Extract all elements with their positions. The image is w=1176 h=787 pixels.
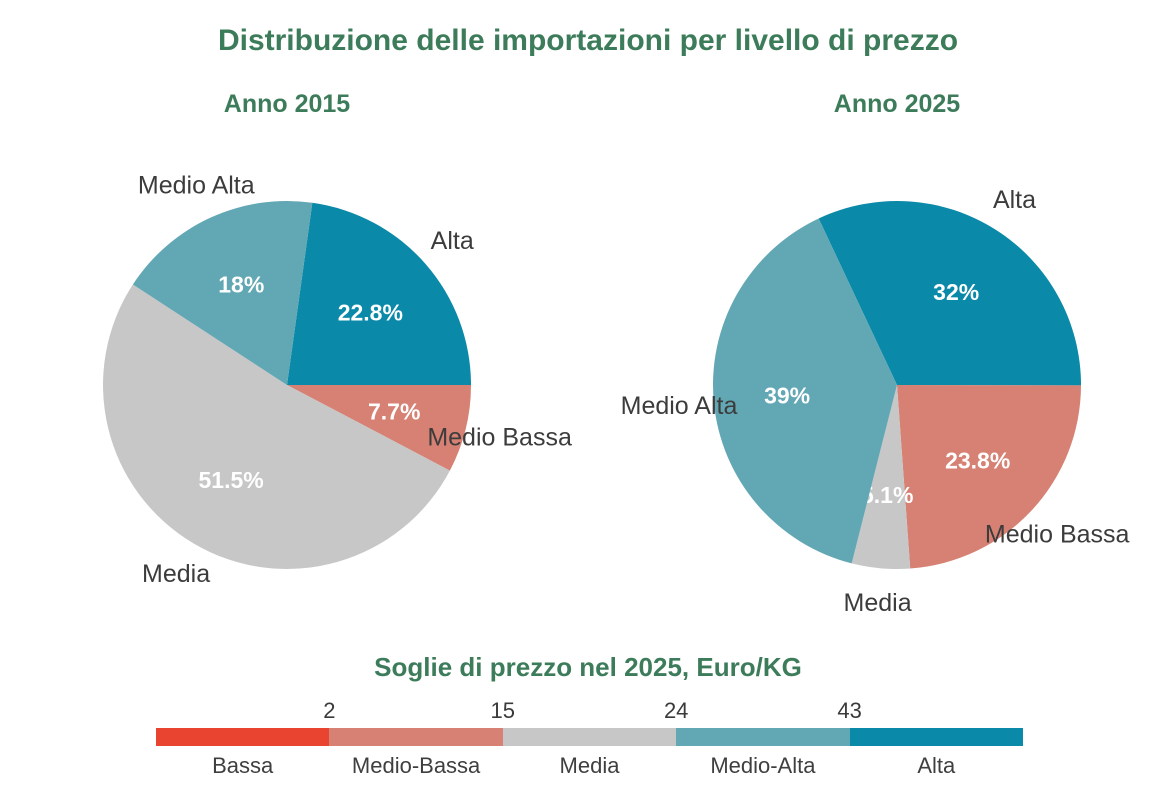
pie-label-medio-bassa: Medio Bassa [985,520,1130,548]
pie-slice-media [851,385,911,569]
page-title: Distribuzione delle importazioni per liv… [217,24,959,57]
pie-pct-alta: 32% [933,279,979,305]
price-scale-labels: Bassa Medio-Bassa Media Medio-Alta Alta [156,753,1023,779]
pie-label-alta: Alta [993,186,1036,214]
pie-pct-medio-alta: 39% [764,383,810,409]
scale-segment-alta [849,728,1024,746]
price-scale-title: Soglie di prezzo nel 2025, Euro/KG [374,652,802,682]
pie-slice-alta [818,200,1082,386]
pie-label-media: Media [142,560,210,588]
scale-label-medio-alta: Medio-Alta [710,753,816,778]
scale-segment-bassa [156,728,330,746]
scale-label-media: Media [559,753,620,778]
price-scale-thresholds: 2 15 24 43 [156,698,1023,723]
threshold-value-3: 24 [663,698,689,723]
pie-slice-medio-bassa [897,385,1081,569]
pie-label-medio-bassa: Medio Bassa [427,424,572,452]
scale-segment-medio-bassa [329,728,503,746]
pie-slice-media [103,284,450,569]
pie-pct-medio-bassa: 23.8% [945,447,1010,473]
scale-label-alta: Alta [917,753,956,778]
scale-segment-medio-alta [676,728,850,746]
pie-slice-alta [287,202,471,385]
pie-2025-title: Anno 2025 [833,90,961,118]
pie-2015: 22.8% Alta 7.7% Medio Bassa 51.5% Media 18% Med… [103,172,572,588]
scale-segment-media [502,728,677,746]
pie-label-alta: Alta [431,227,474,255]
pie-pct-media: 51.5% [198,467,263,493]
pie-pct-medio-alta: 18% [218,272,264,298]
scale-label-medio-bassa: Medio-Bassa [351,753,481,778]
threshold-value-4: 43 [837,698,862,723]
pie-slice-medio-bassa [287,385,471,471]
pie-slice-medio-alta [713,218,897,564]
price-scale-bar [156,728,1024,746]
threshold-value-1: 2 [323,698,336,723]
pie-charts-canvas: 22.8% Alta 7.7% Medio Bassa 51.5% Media 18% Med… [103,172,1130,617]
pie-label-media: Media [844,589,912,617]
pie-slice-medio-alta [132,201,313,385]
pie-label-medio-alta: Medio Alta [621,392,738,420]
threshold-value-2: 15 [490,698,516,723]
pie-label-medio-alta: Medio Alta [138,172,255,200]
pie-pct-alta: 22.8% [338,300,403,326]
pie-pct-medio-bassa: 7.7% [368,398,420,424]
pie-2015-title: Anno 2015 [223,90,351,118]
scale-label-bassa: Bassa [212,753,274,778]
